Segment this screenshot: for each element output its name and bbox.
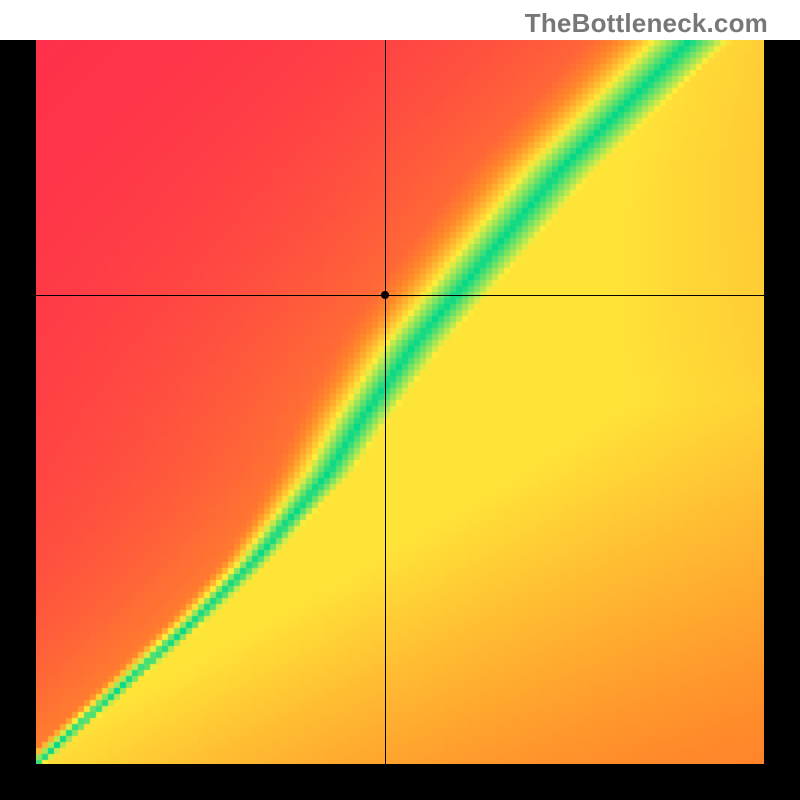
crosshair-vertical (385, 40, 386, 764)
border-bottom (0, 764, 800, 800)
crosshair-horizontal (36, 295, 764, 296)
marker-dot (381, 291, 389, 299)
border-left (0, 40, 36, 800)
border-right (764, 40, 800, 800)
watermark-text: TheBottleneck.com (525, 8, 768, 39)
plot-area (36, 40, 764, 764)
heatmap-canvas (36, 40, 764, 764)
chart-frame: TheBottleneck.com (0, 0, 800, 800)
